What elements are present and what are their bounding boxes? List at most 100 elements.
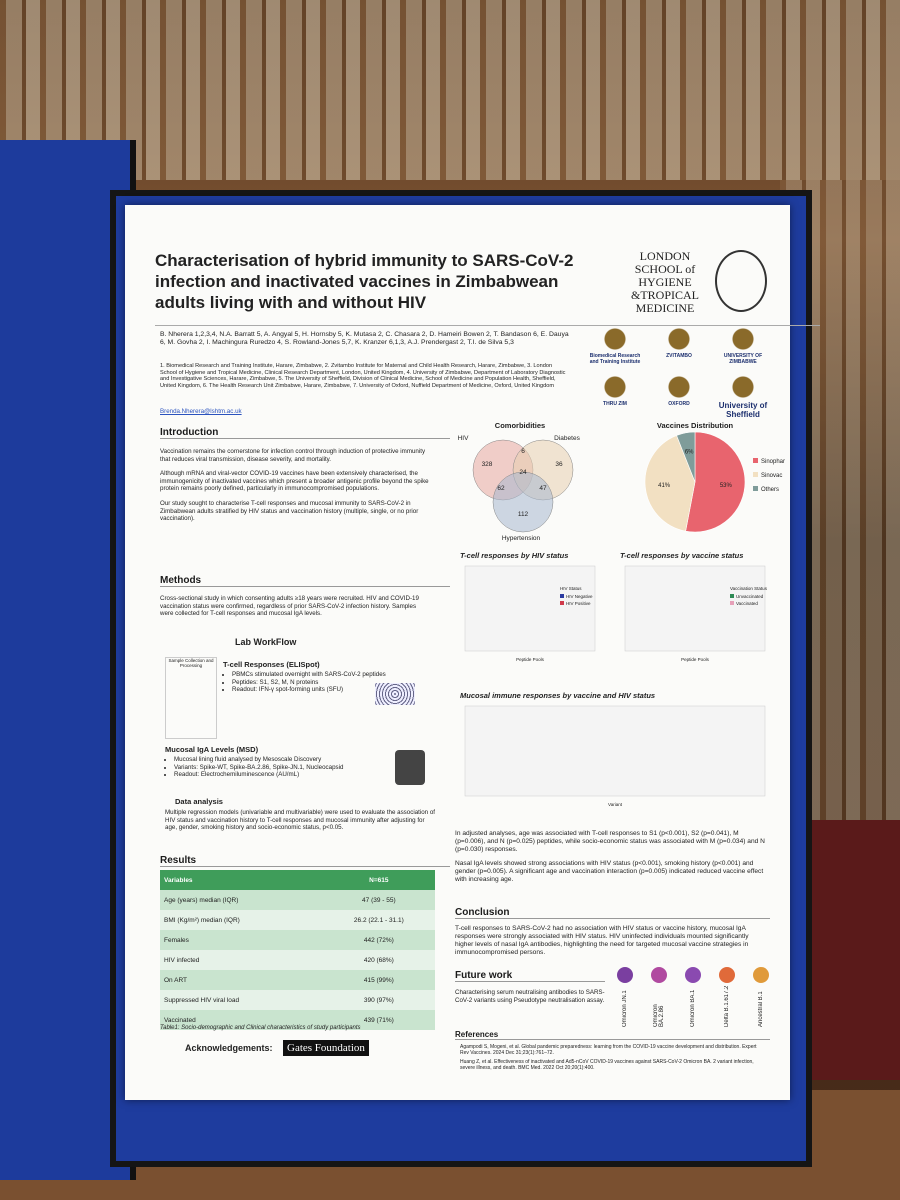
subheading: Mucosal IgA Levels (MSD) [165, 745, 259, 754]
future-work-text: Characterising serum neutralising antibo… [455, 989, 605, 1004]
table-cell: 415 (99%) [363, 976, 394, 984]
analysis-text: Multiple regression models (univariable … [165, 809, 435, 832]
pie-label: 41% [658, 483, 671, 489]
table-cell: 390 (97%) [363, 996, 394, 1004]
section-heading: Future work [455, 970, 605, 982]
table-cell: Suppressed HIV viral load [164, 996, 240, 1004]
workflow-diagram: Sample Collection and Processing [165, 657, 217, 739]
legend-title: HIV Status [560, 586, 582, 591]
bullet: Peptides: S1, S2, M, N proteins [232, 679, 432, 687]
variant-label: Omicron BA.1 [690, 989, 696, 1027]
table-row: BMI (Kg/m²) median (IQR) 26.2 (22.1 - 31.… [160, 910, 435, 930]
variant-label: Omicron BA.2.86 [653, 1004, 665, 1027]
venn-count: 36 [555, 461, 563, 468]
paragraph: Nasal IgA levels showed strong associati… [455, 860, 764, 883]
legend-title: Vaccination Status [730, 586, 768, 591]
venn-count: 6 [521, 448, 525, 455]
paragraph: Vaccination remains the cornerstone for … [160, 448, 426, 463]
partner-logo: UNIVERSITY OF ZIMBABWE [713, 327, 773, 365]
table-cell: 442 (72%) [363, 936, 394, 944]
poster: Characterisation of hybrid immunity to S… [125, 205, 820, 1100]
section-heading: Introduction [160, 427, 450, 439]
axis-label: Variant [608, 802, 623, 807]
table-row: On ART 415 (99%) [160, 970, 435, 990]
variant-icons: Omicron JN.1 Omicron BA.2.86 Omicron BA.1 D… [610, 967, 780, 1029]
figure-title: Vaccines Distribution [657, 421, 734, 430]
legend-label: Sinovac [761, 473, 782, 479]
table-cell: On ART [164, 976, 188, 984]
pie-slice [644, 435, 696, 532]
bookshelf [0, 0, 900, 180]
table-cell: 439 (71%) [363, 1016, 394, 1024]
legend-swatch [753, 472, 758, 477]
bullet-list: PBMCs stimulated overnight with SARS-CoV… [223, 671, 432, 694]
references-list: Agampodi S, Mogeni, et al. Global pandem… [460, 1044, 760, 1074]
legend-swatch [753, 486, 758, 491]
partner-logo: University of Sheffield [713, 375, 773, 419]
virus-icon [651, 967, 667, 983]
bullet: PBMCs stimulated overnight with SARS-CoV… [232, 671, 432, 679]
msd-instrument [395, 750, 425, 785]
table-cell: 420 (68%) [363, 956, 394, 964]
institution-crest [715, 250, 767, 312]
subheading: Data analysis [175, 797, 223, 806]
variant: Delta B.1.617.2 [712, 967, 742, 1029]
section-heading: References [455, 1030, 770, 1040]
legend-swatch [730, 594, 734, 598]
set-label: Diabetes [554, 435, 580, 442]
affiliations: 1. Biomedical Research and Training Inst… [160, 363, 566, 389]
reference: Agampodi S, Mogeni, et al. Global pandem… [460, 1044, 757, 1056]
legend-label: HIV Positive [566, 601, 591, 606]
bullet-list: Mucosal lining fluid analysed by Mesosca… [165, 756, 394, 779]
partner-logos: Biomedical Research and Training Institu… [585, 327, 775, 422]
virus-icon [719, 967, 735, 983]
venn-count: 47 [539, 485, 547, 492]
venn-count: 112 [518, 511, 529, 518]
table-cell: Age (years) median (IQR) [164, 896, 239, 904]
subheading: T-cell Responses (ELISpot) [223, 660, 320, 669]
subheading: Lab WorkFlow [235, 637, 297, 647]
poster-title: Characterisation of hybrid immunity to S… [155, 251, 574, 312]
virus-icon [685, 967, 701, 983]
venn-count: 62 [497, 485, 505, 492]
legend-swatch [560, 594, 564, 598]
plot-frame [464, 565, 596, 652]
table-cell: HIV infected [164, 956, 200, 964]
partner-logo: OXFORD [649, 375, 709, 407]
legend-label: Sinopharm [761, 459, 785, 465]
section-heading: Methods [160, 575, 450, 587]
bullet: Readout: IFN-γ spot-forming units (SFU) [232, 686, 432, 694]
section-heading: Results [160, 855, 450, 867]
elispot-plate [375, 683, 415, 705]
variant: Ancestral B.1 [746, 967, 776, 1029]
table-cell: Females [164, 936, 189, 944]
pie-label: 6% [685, 450, 694, 456]
acknowledgements-heading: Acknowledgements: [185, 1043, 273, 1053]
axis-label: Peptide Pools [681, 657, 710, 662]
venn-count: 328 [482, 461, 493, 468]
table-cell: 47 (39 - 55) [362, 896, 396, 904]
partner-logo: THRU ZIM [585, 375, 645, 407]
table-row: Vaccinated 439 (71%) [160, 1010, 435, 1030]
bullet: Readout: Electrochemiluminescence (AU/mL… [174, 771, 394, 779]
venn-count: 24 [519, 469, 527, 476]
pie-label: 53% [720, 483, 733, 489]
partner-logo: ZVITAMBO [649, 327, 709, 359]
section-heading: Conclusion [455, 907, 770, 919]
variant: Omicron JN.1 [610, 967, 640, 1029]
plot-frame [624, 565, 766, 652]
table-header: Variables [164, 876, 193, 884]
table-row: Suppressed HIV viral load 390 (97%) [160, 990, 435, 1010]
results-table: Variables N=615 Age (years) median (IQR) 47… [160, 870, 435, 1030]
variant-label: Delta B.1.617.2 [724, 985, 730, 1027]
figure-title: Comorbidities [495, 421, 545, 430]
conclusion-text: T-cell responses to SARS-CoV-2 had no as… [455, 925, 749, 956]
variant-label: Ancestral B.1 [758, 991, 764, 1027]
reference: Huang Z, et al. Effectiveness of inactiv… [460, 1059, 754, 1071]
set-label: HIV [458, 435, 470, 442]
introduction-text: Vaccination remains the cornerstone for … [160, 448, 430, 530]
table-cell: 26.2 (22.1 - 31.1) [353, 916, 404, 924]
findings-text: In adjusted analyses, age was associated… [455, 830, 770, 890]
plot-frame [464, 705, 766, 797]
